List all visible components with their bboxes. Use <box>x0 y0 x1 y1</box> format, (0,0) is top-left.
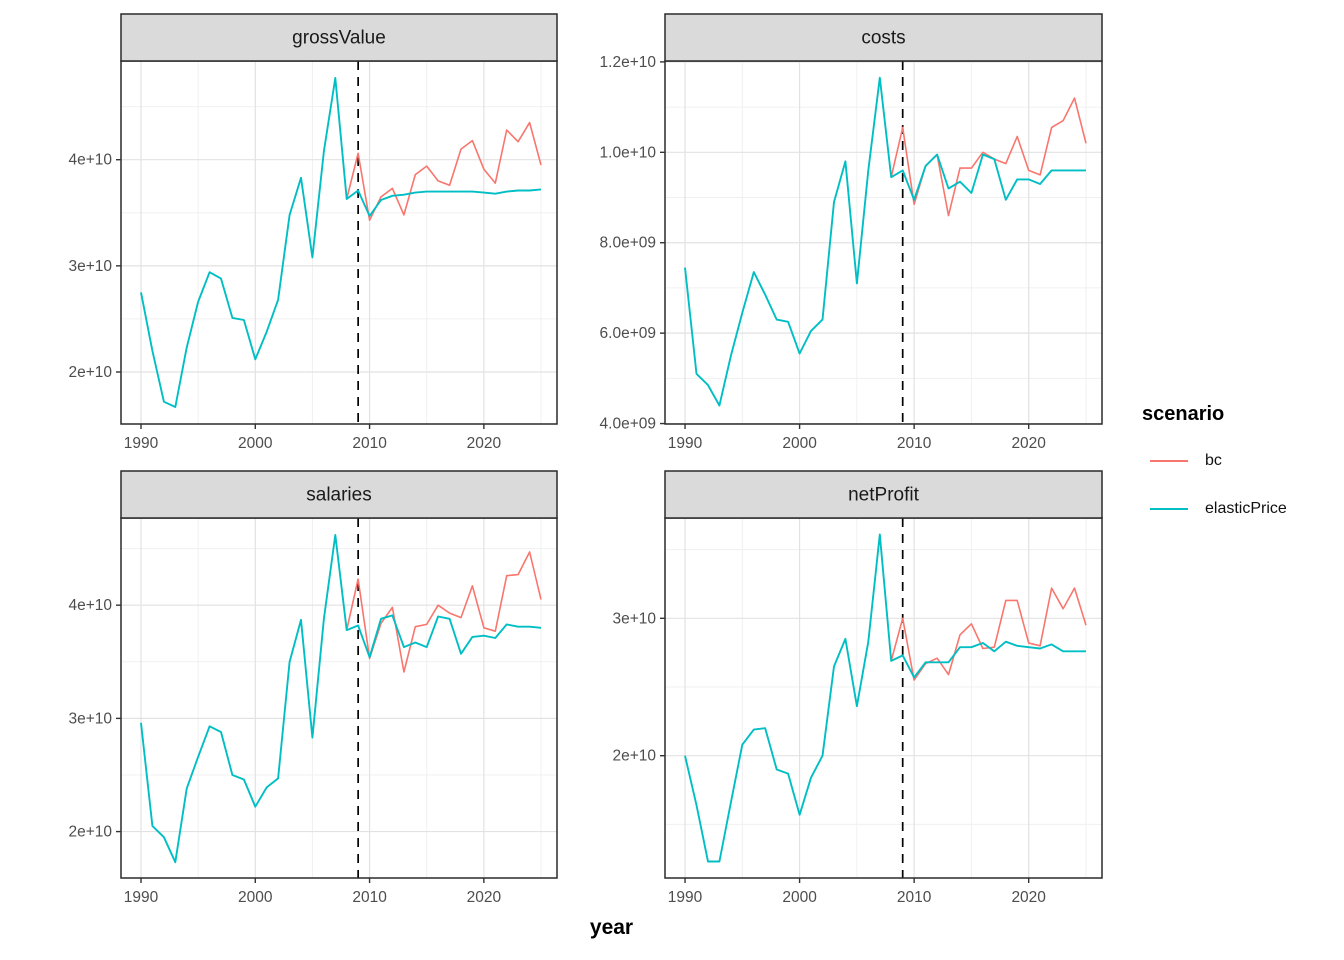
legend-line-swatch-elasticprice <box>1150 508 1188 510</box>
series-line-bc <box>345 121 542 221</box>
facet-strip-title: costs <box>861 28 905 49</box>
y-tick-label: 1.2e+10 <box>600 54 657 71</box>
facet-salaries: 1990 2000 2010 2020 2e+10 3e+10 4e+10 salaries <box>68 470 558 906</box>
x-tick-label: 2010 <box>352 435 387 452</box>
facet-strip <box>120 470 558 519</box>
legend-line-swatch-bc <box>1150 460 1188 462</box>
facet-costs: 1990 2000 2010 2020 4.0e+09 6.0e+09 8.0e+09 1.0… <box>600 13 1103 452</box>
x-tick-label: 2000 <box>782 435 817 452</box>
legend: scenario bc elasticPrice <box>1142 403 1342 546</box>
x-tick-label: 2020 <box>1011 889 1046 906</box>
legend-item-bc: bc <box>1142 450 1342 472</box>
series-line-elasticprice <box>140 534 542 864</box>
y-tick-label: 4e+10 <box>68 152 112 169</box>
y-tick-label: 3e+10 <box>612 610 656 627</box>
facet-strip-title: grossValue <box>292 28 386 49</box>
y-tick-label: 4e+10 <box>68 597 112 614</box>
x-tick-label: 2020 <box>1011 435 1046 452</box>
facet-strip <box>664 13 1103 62</box>
y-tick-label: 2e+10 <box>68 364 112 381</box>
legend-label-elasticprice: elasticPrice <box>1205 500 1287 517</box>
legend-title: scenario <box>1142 403 1225 425</box>
facet-grossValue: 1990 2000 2010 2020 2e+10 3e+10 4e+10 grossValu… <box>68 13 558 452</box>
facet-strip-title: salaries <box>306 485 371 506</box>
y-tick-label: 3e+10 <box>68 710 112 727</box>
y-tick-label: 2e+10 <box>612 748 656 765</box>
legend-label-bc: bc <box>1205 452 1222 469</box>
x-tick-label: 1990 <box>124 435 159 452</box>
y-tick-label: 8.0e+09 <box>600 235 656 252</box>
facet-strip-title: netProfit <box>848 485 919 506</box>
series-line-bc <box>345 551 542 673</box>
legend-item-elasticprice: elasticPrice <box>1142 498 1342 520</box>
y-tick-label: 6.0e+09 <box>600 325 656 342</box>
x-tick-label: 1990 <box>668 435 703 452</box>
x-tick-label: 2020 <box>467 889 502 906</box>
x-tick-label: 2020 <box>467 435 502 452</box>
x-tick-label: 2010 <box>897 435 932 452</box>
x-tick-label: 2000 <box>238 889 273 906</box>
facet-strip <box>120 13 558 62</box>
x-axis-title: year <box>589 916 634 939</box>
y-tick-label: 3e+10 <box>68 258 112 275</box>
y-tick-label: 1.0e+10 <box>600 144 657 161</box>
x-tick-label: 2000 <box>238 435 273 452</box>
x-tick-label: 1990 <box>668 889 703 906</box>
x-tick-label: 2000 <box>782 889 817 906</box>
facet-netProfit: 1990 2000 2010 2020 2e+10 3e+10 netProfit <box>612 470 1103 906</box>
x-tick-label: 1990 <box>124 889 159 906</box>
y-tick-label: 2e+10 <box>68 824 112 841</box>
facet-strip <box>664 470 1103 519</box>
x-tick-label: 2010 <box>352 889 387 906</box>
series-line-elasticprice <box>684 533 1086 863</box>
y-tick-label: 4.0e+09 <box>600 416 656 433</box>
x-tick-label: 2010 <box>897 889 932 906</box>
series-line-elasticprice <box>140 77 542 408</box>
series-line-elasticprice <box>684 76 1086 407</box>
